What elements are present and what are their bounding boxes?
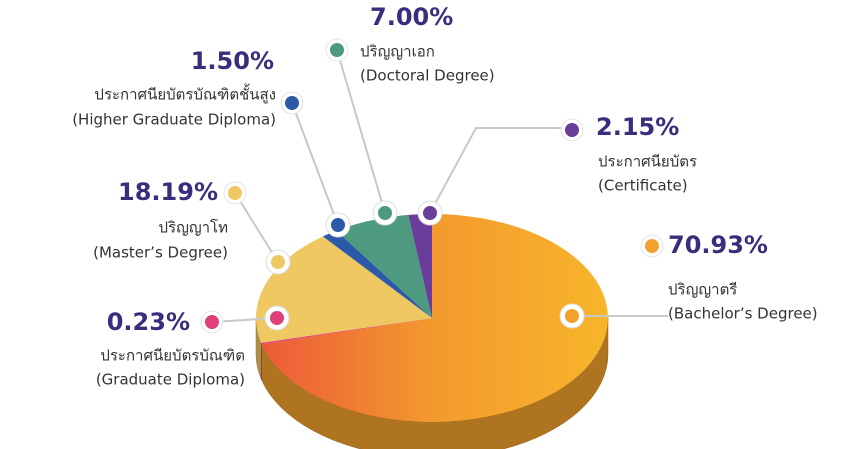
category-label: ปริญญาโท (158, 219, 228, 237)
leader-line (429, 127, 572, 214)
category-label: ประกาศนียบัตร (598, 153, 697, 171)
legend-dot (645, 239, 659, 253)
slice-marker-dot (378, 206, 392, 220)
category-label-en: (Master’s Degree) (93, 244, 228, 262)
slice-marker-dot (423, 206, 437, 220)
value-label: 2.15% (596, 113, 679, 141)
value-label: 7.00% (370, 3, 453, 31)
category-label: ประกาศนียบัตรบัณฑิต (100, 347, 245, 365)
legend-dot (285, 96, 299, 110)
category-label-en: (Doctoral Degree) (360, 67, 495, 85)
value-label: 0.23% (107, 308, 190, 336)
slice-marker-dot (331, 218, 345, 232)
pie-side (255, 317, 262, 379)
pie-slice (261, 214, 608, 422)
pie-slice (322, 230, 432, 318)
pie-slice (261, 318, 432, 345)
value-label: 18.19% (118, 178, 218, 206)
legend-dot (205, 315, 219, 329)
legend-dot (330, 43, 344, 57)
leader-line (291, 102, 339, 226)
slice-marker-dot (270, 311, 284, 325)
value-label: 1.50% (191, 47, 274, 75)
category-label: ประกาศนียบัตรบัณฑิตชั้นสูง (94, 84, 276, 104)
pie-slice (256, 236, 432, 343)
leader-line (336, 49, 386, 214)
category-label-en: (Bachelor’s Degree) (668, 305, 818, 323)
slice-marker-dot (565, 309, 579, 323)
category-label-en: (Certificate) (598, 177, 688, 195)
slice-marker-dot (271, 255, 285, 269)
category-label: ปริญญาเอก (360, 43, 435, 61)
pie-slice (336, 214, 432, 318)
pie-slice (408, 214, 432, 318)
leader-line (234, 192, 279, 263)
value-label: 70.93% (668, 231, 768, 259)
legend-dot (565, 123, 579, 137)
legend-dot (228, 186, 242, 200)
category-label: ปริญญาตรี (668, 281, 737, 299)
category-label-en: (Higher Graduate Diploma) (72, 111, 276, 129)
category-label-en: (Graduate Diploma) (96, 371, 245, 389)
